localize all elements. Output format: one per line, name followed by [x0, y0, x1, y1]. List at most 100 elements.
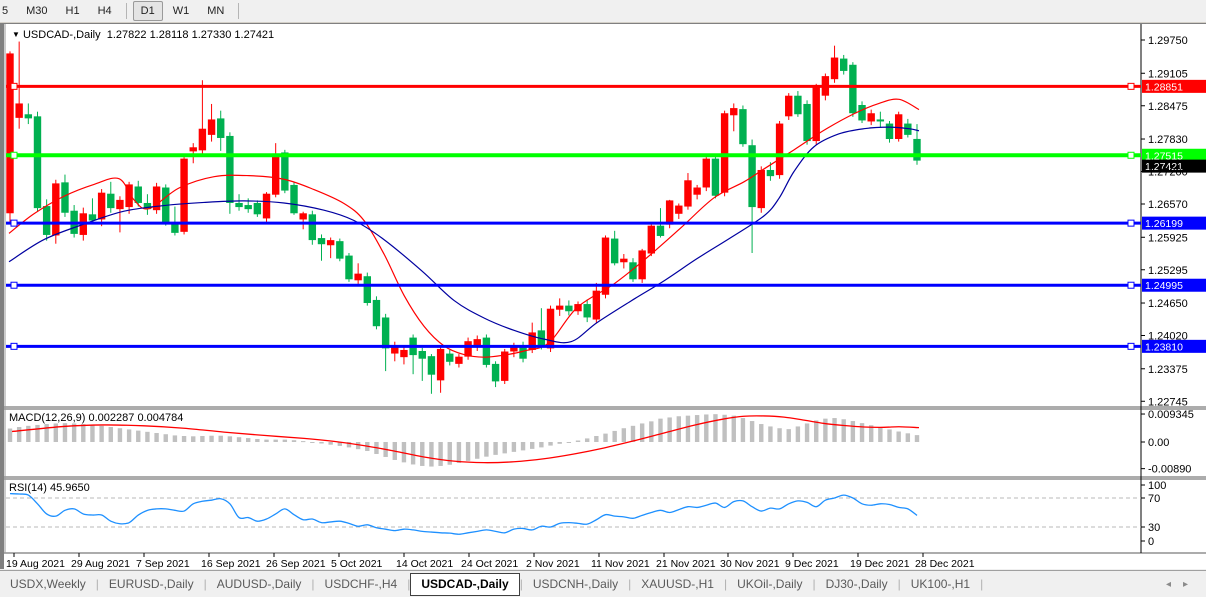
tab-dj30-daily[interactable]: DJ30-,Daily — [825, 576, 888, 591]
macd-histogram-bar — [594, 436, 599, 442]
timeframe-button-h1[interactable]: H1 — [65, 5, 80, 17]
timeframe-button-d1[interactable]: D1 — [132, 1, 163, 21]
rsi-axis-tick-label: 0 — [1148, 536, 1154, 548]
candle-19 — [180, 156, 188, 235]
chevron-down-icon[interactable]: ▼ — [12, 30, 20, 39]
candle-95 — [876, 111, 885, 128]
tab-separator: | — [311, 577, 315, 591]
line-handle[interactable] — [1127, 281, 1135, 289]
macd-histogram-bar — [227, 436, 233, 442]
candle-38 — [354, 263, 362, 284]
chart-high-value: 1.28118 — [149, 29, 189, 41]
macd-histogram-bar — [484, 442, 489, 457]
macd-histogram-bar — [520, 442, 526, 451]
tab-usdx-weekly[interactable]: USDX,Weekly — [10, 576, 86, 591]
rsi-line — [9, 493, 918, 535]
macd-histogram-bar — [136, 430, 141, 442]
candle-21 — [198, 80, 207, 157]
line-handle[interactable] — [10, 82, 18, 90]
tab-uk100-h1[interactable]: UK100-,H1 — [910, 576, 971, 591]
candle-31 — [290, 181, 298, 215]
line-handle[interactable] — [10, 219, 18, 227]
candle-69 — [638, 248, 646, 283]
candle-39 — [363, 272, 372, 306]
macd-histogram-bar — [530, 442, 535, 449]
macd-histogram-bar — [603, 433, 608, 442]
candle-2 — [24, 103, 33, 125]
tab-usdchf-h4[interactable]: USDCHF-,H4 — [324, 576, 398, 591]
line-handle[interactable] — [1127, 151, 1135, 159]
line-handle[interactable] — [1127, 342, 1135, 350]
macd-histogram-bar — [685, 415, 691, 442]
line-handle[interactable] — [1127, 82, 1135, 90]
macd-histogram-bar — [218, 435, 223, 442]
macd-axis-tick-label: 0.00 — [1148, 437, 1169, 449]
tab-scroll-arrows[interactable]: ◂▸ — [1165, 578, 1200, 590]
macd-main-value: 0.002287 — [88, 412, 135, 424]
macd-histogram-bar — [667, 417, 672, 442]
candle-90 — [830, 45, 839, 83]
macd-histogram-bar — [410, 442, 416, 465]
candle-45 — [418, 347, 426, 381]
candle-43 — [400, 345, 408, 365]
macd-histogram-bar — [823, 418, 828, 442]
macd-histogram-bar — [401, 442, 407, 463]
tab-eurusd-daily[interactable]: EURUSD-,Daily — [108, 576, 194, 591]
macd-histogram-bar — [438, 442, 443, 466]
candle-27 — [253, 200, 262, 217]
candle-64 — [592, 282, 601, 323]
chart-symbol-label: USDCAD-,Daily — [22, 29, 101, 41]
candle-11 — [107, 181, 115, 213]
chart-close-value: 1.27421 — [234, 29, 275, 41]
candle-12 — [116, 196, 124, 233]
price-axis-tick-label: 1.23375 — [1148, 364, 1188, 376]
rsi-axis-tick-label: 30 — [1148, 522, 1160, 534]
macd-histogram-bar — [887, 429, 892, 442]
macd-histogram-bar — [584, 438, 590, 442]
candle-20 — [189, 143, 197, 164]
tab-ukoil-daily[interactable]: UKOil-,Daily — [737, 576, 803, 591]
price-axis-tick-label: 1.25925 — [1148, 232, 1188, 244]
candle-66 — [610, 230, 619, 266]
time-axis-label: 24 Oct 2021 — [461, 558, 518, 570]
candle-58 — [537, 308, 546, 350]
line-handle[interactable] — [1127, 219, 1135, 227]
candle-24 — [226, 132, 234, 214]
rsi-value: 45.9650 — [49, 482, 90, 494]
toolbar-separator — [125, 3, 127, 19]
timeframe-button-5[interactable]: 5 — [2, 5, 9, 17]
line-handle[interactable] — [10, 342, 18, 350]
macd-histogram-bar — [850, 421, 856, 442]
tab-separator: | — [95, 577, 99, 591]
macd-indicator-label: MACD(12,26,9) 0.002287 0.004784 — [9, 412, 183, 424]
price-line-label: 1.28851 — [1145, 81, 1183, 93]
macd-histogram-bar — [35, 424, 40, 442]
timeframe-button-w1[interactable]: W1 — [172, 5, 190, 17]
macd-histogram-bar — [502, 442, 507, 454]
timeframe-button-mn[interactable]: MN — [207, 5, 225, 17]
macd-histogram-bar — [273, 439, 278, 442]
tab-xauusd-h1[interactable]: XAUUSD-,H1 — [641, 576, 714, 591]
price-line-label: 1.26199 — [1145, 218, 1183, 230]
line-handle[interactable] — [10, 281, 18, 289]
chart-tab-bar: USDX,Weekly | EURUSD-,Daily | AUDUSD-,Daily |… — [0, 570, 1206, 597]
candle-13 — [125, 181, 133, 214]
tab-audusd-daily[interactable]: AUDUSD-,Daily — [216, 576, 302, 591]
price-chart-canvas[interactable]: 1.28851 1.27515 1.26199 1.24995 1.23810 1.274… — [4, 24, 1206, 570]
macd-histogram-bar — [99, 425, 104, 442]
candle-73 — [675, 203, 683, 219]
macd-histogram-bar — [328, 442, 333, 445]
candle-3 — [33, 111, 42, 212]
line-handle[interactable] — [10, 151, 18, 159]
macd-histogram-bar — [832, 418, 837, 442]
timeframe-button-m30[interactable]: M30 — [26, 5, 48, 17]
tab-usdcnh-daily[interactable]: USDCNH-,Daily — [532, 576, 619, 591]
time-axis-label: 16 Sep 2021 — [201, 558, 261, 570]
chart-window: 1.28851 1.27515 1.26199 1.24995 1.23810 1.274… — [0, 23, 1206, 570]
tab-usdcad-daily[interactable]: USDCAD-,Daily — [410, 572, 520, 596]
timeframe-button-h4[interactable]: H4 — [97, 5, 112, 17]
macd-histogram-bar — [896, 431, 901, 442]
macd-histogram-bar — [7, 428, 13, 442]
candle-51 — [473, 335, 481, 351]
candle-0 — [6, 51, 14, 223]
